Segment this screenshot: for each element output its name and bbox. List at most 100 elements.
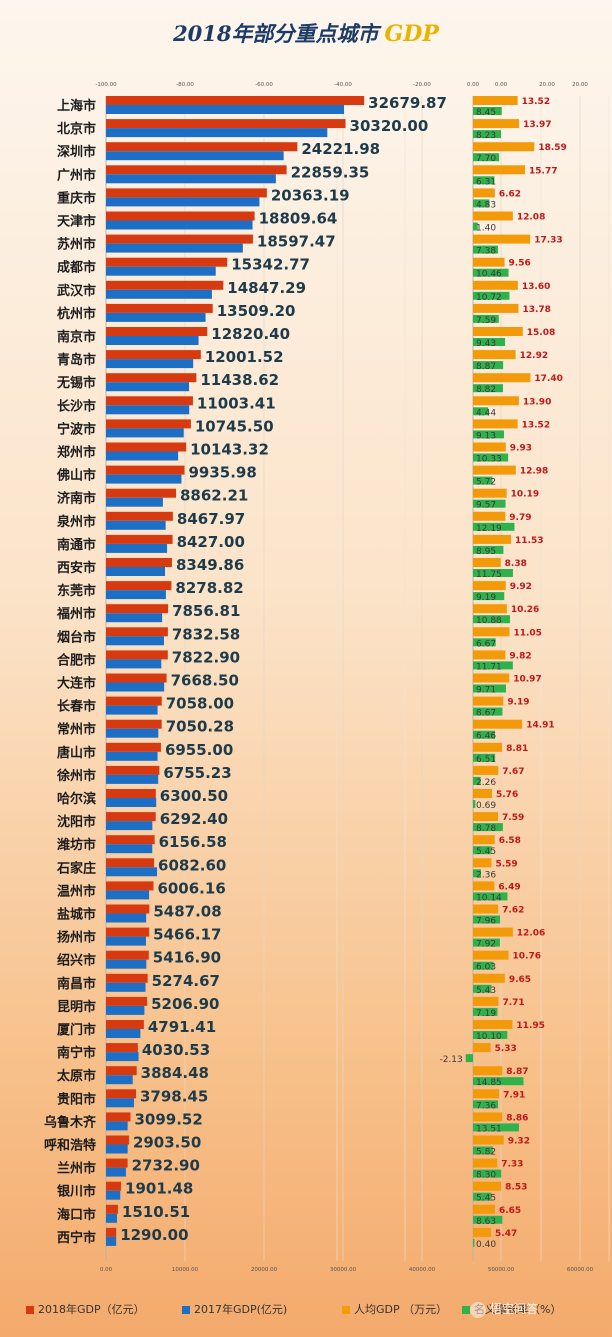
bar-per-capita	[473, 1135, 504, 1145]
data-label-gdp2018: 11003.41	[197, 394, 276, 412]
bar-growth	[473, 707, 503, 716]
data-label-growth: 10.72	[476, 293, 502, 303]
bar-per-capita	[473, 1158, 498, 1168]
bar-per-capita	[473, 1227, 492, 1237]
category-label: 昆明市	[57, 999, 96, 1015]
bar-growth	[473, 361, 504, 370]
category-label: 太原市	[56, 1068, 96, 1084]
data-label-gdp2018: 6006.16	[157, 879, 225, 897]
data-label-per-capita: 9.65	[509, 975, 531, 985]
data-label-per-capita: 15.77	[529, 166, 557, 176]
bottom-axis-tick-label: 0.00	[100, 1267, 113, 1273]
category-label: 烟台市	[57, 629, 96, 645]
category-label: 海口市	[57, 1207, 96, 1223]
bar-gdp2017	[106, 613, 163, 623]
category-label: 天津市	[57, 214, 96, 230]
data-label-growth: 5.72	[476, 478, 496, 488]
bar-growth	[473, 499, 506, 508]
bar-growth	[473, 268, 509, 277]
category-label: 上海市	[57, 98, 96, 114]
data-label-per-capita: 11.95	[516, 1021, 544, 1031]
bar-gdp2017	[106, 1052, 139, 1062]
data-label-growth: 6.67	[476, 639, 496, 649]
bar-growth	[473, 1077, 524, 1086]
data-label-growth: 9.57	[476, 501, 496, 511]
data-label-growth: 12.19	[476, 524, 502, 534]
data-label-gdp2018: 6300.50	[160, 787, 228, 805]
bar-gdp2017	[106, 1236, 117, 1246]
bar-gdp2018	[106, 396, 193, 406]
bar-gdp2018	[106, 765, 160, 775]
data-label-growth: 10.46	[476, 270, 502, 280]
data-label-per-capita: 6.62	[499, 189, 521, 199]
bar-growth	[473, 1146, 493, 1155]
bar-per-capita	[473, 373, 531, 383]
data-label-growth: 7.19	[476, 1009, 496, 1019]
category-label: 成都市	[57, 260, 96, 276]
bar-per-capita	[473, 927, 513, 937]
category-label: 徐州市	[56, 768, 96, 784]
category-label: 无锡市	[56, 375, 96, 391]
data-label-growth: 7.59	[476, 316, 496, 326]
data-label-growth: 9.13	[476, 431, 496, 441]
data-label-growth: 8.45	[476, 108, 496, 118]
data-label-per-capita: 7.91	[503, 1090, 525, 1100]
category-label: 长春市	[57, 699, 96, 715]
bar-growth	[473, 823, 503, 832]
data-label-gdp2018: 8427.00	[177, 533, 245, 551]
bar-gdp2017	[106, 1005, 145, 1015]
category-label: 东莞市	[57, 583, 96, 599]
chart-title: 2018年部分重点城市 GDP	[0, 18, 612, 48]
category-label: 厦门市	[57, 1022, 96, 1038]
data-label-growth: 10.10	[476, 1032, 502, 1042]
bar-per-capita	[473, 119, 520, 129]
bar-gdp2018	[106, 558, 172, 567]
category-label: 唐山市	[57, 745, 96, 761]
bar-gdp2017	[106, 705, 158, 715]
bar-per-capita	[473, 1112, 503, 1122]
data-label-per-capita: 9.82	[509, 651, 531, 661]
bar-gdp2018	[106, 442, 187, 452]
data-label-per-capita: 18.59	[538, 143, 566, 153]
bar-gdp2017	[106, 243, 243, 253]
category-label: 绍兴市	[57, 953, 96, 969]
data-label-per-capita: 9.79	[509, 513, 531, 523]
data-label-per-capita: 12.08	[517, 213, 545, 223]
legend: 2018年GDP（亿元） 2017年GDP(亿元) 人均GDP （万元） 名义增…	[22, 1298, 612, 1322]
bar-gdp2017	[106, 567, 166, 576]
bar-growth	[473, 615, 510, 624]
data-label-growth: 10.14	[476, 893, 502, 903]
bar-gdp2018	[106, 142, 298, 152]
bar-gdp2017	[106, 197, 260, 207]
data-label-growth: 4.44	[476, 408, 496, 418]
data-label-per-capita: 13.78	[522, 305, 550, 315]
bar-growth	[473, 592, 505, 601]
data-label-gdp2018: 30320.00	[350, 117, 429, 135]
bar-per-capita	[473, 534, 512, 544]
bar-per-capita	[473, 396, 519, 406]
data-label-per-capita: 9.92	[510, 582, 532, 592]
data-label-gdp2018: 9935.98	[188, 464, 256, 482]
bar-gdp2018	[106, 303, 213, 313]
data-label-gdp2018: 6955.00	[165, 741, 233, 759]
data-label-gdp2018: 7856.81	[172, 602, 240, 620]
data-label-gdp2018: 18809.64	[259, 210, 338, 228]
bar-gdp2018	[106, 350, 201, 360]
data-label-growth: 13.51	[476, 1124, 502, 1134]
bar-gdp2017	[106, 474, 182, 484]
data-label-per-capita: 8.38	[505, 559, 527, 569]
data-label-gdp2018: 2903.50	[133, 1134, 201, 1152]
bar-gdp2018	[106, 835, 155, 845]
bottom-axis-tick-label: 60000.00	[567, 1267, 594, 1273]
bar-per-capita	[473, 904, 499, 914]
legend-swatch	[26, 1306, 34, 1314]
legend-item-per-capita: 人均GDP （万元）	[342, 1301, 447, 1317]
data-label-gdp2018: 18597.47	[257, 233, 336, 251]
data-label-gdp2018: 12820.40	[211, 325, 290, 343]
bar-per-capita	[473, 627, 510, 637]
bar-gdp2018	[106, 604, 169, 614]
bar-gdp2018	[106, 927, 150, 937]
data-label-growth: 8.63	[476, 1217, 496, 1227]
bar-growth	[473, 661, 513, 670]
